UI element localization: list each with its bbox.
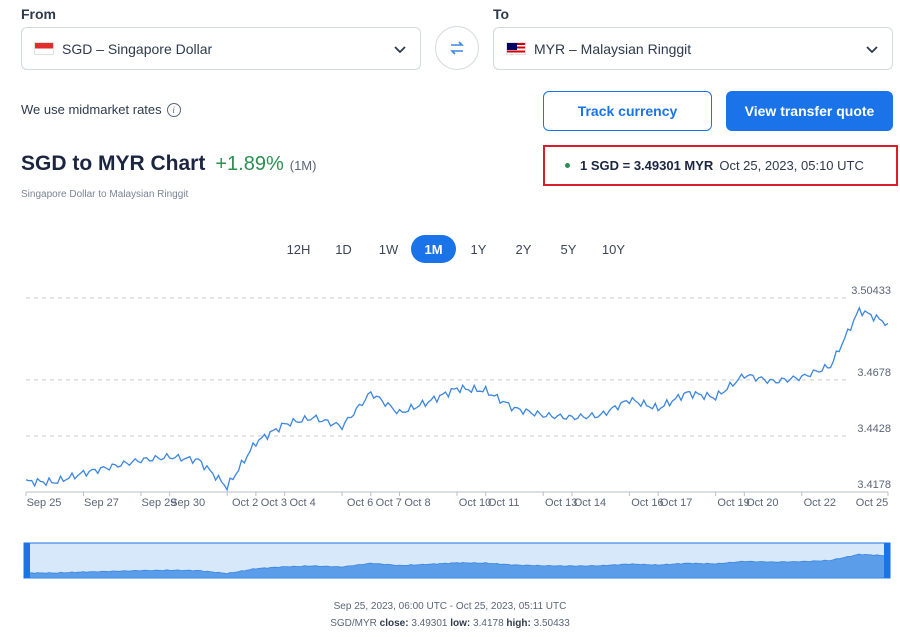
summary-pair: SGD/MYR: [330, 618, 377, 629]
x-tick-label: Oct 3: [261, 497, 287, 509]
x-tick-label: Oct 11: [488, 497, 520, 509]
y-tick-label: 3.4178: [857, 479, 891, 491]
midmarket-rates-note: We use midmarket rates i: [21, 102, 181, 117]
x-tick-label: Sep 29: [141, 497, 176, 509]
x-tick-label: Oct 7: [376, 497, 402, 509]
x-tick-label: Oct 8: [404, 497, 430, 509]
tab-5y[interactable]: 5Y: [560, 241, 577, 257]
tab-12h[interactable]: 12H: [286, 241, 311, 257]
x-tick-label: Sep 30: [170, 497, 205, 509]
live-status-dot-icon: [565, 163, 570, 168]
current-rate: 1 SGD = 3.49301 MYR: [580, 158, 714, 173]
y-tick-label: 3.4678: [857, 367, 891, 379]
rate-timestamp: Oct 25, 2023, 05:10 UTC: [719, 158, 864, 173]
y-tick-label: 3.50433: [851, 285, 891, 297]
tab-1y[interactable]: 1Y: [470, 241, 487, 257]
swap-arrows-icon: [450, 41, 464, 55]
y-tick-label: 3.4428: [857, 423, 891, 435]
x-tick-label: Oct 19: [717, 497, 749, 509]
x-tick-label: Sep 25: [27, 497, 62, 509]
track-currency-button[interactable]: Track currency: [543, 91, 712, 131]
period-tabs: 12H 1D 1W 1M 1Y 2Y 5Y 10Y: [276, 235, 636, 263]
to-currency-select[interactable]: MYR – Malaysian Ringgit: [493, 27, 893, 70]
x-tick-label: Oct 20: [746, 497, 778, 509]
x-tick-label: Oct 6: [347, 497, 373, 509]
chart-heading: SGD to MYR Chart +1.89% (1M): [21, 152, 316, 176]
navigator-left-handle: [24, 543, 30, 578]
chart-subtitle: Singapore Dollar to Malaysian Ringgit: [21, 189, 189, 200]
malaysia-flag-icon: [506, 42, 526, 55]
x-tick-label: Oct 25: [856, 497, 888, 509]
x-tick-label: Oct 16: [631, 497, 663, 509]
to-currency-value: MYR – Malaysian Ringgit: [534, 40, 692, 57]
summary-high: 3.50433: [533, 618, 570, 629]
x-tick-label: Oct 10: [459, 497, 491, 509]
singapore-flag-icon: [34, 42, 54, 55]
x-tick-label: Oct 13: [545, 497, 577, 509]
summary-low-label: low:: [450, 618, 471, 629]
summary-close-label: close:: [379, 618, 409, 629]
info-icon[interactable]: i: [166, 102, 181, 117]
to-label: To: [493, 6, 510, 22]
from-label: From: [21, 6, 56, 22]
chevron-down-icon: [394, 45, 406, 53]
chart-range: Sep 25, 2023, 06:00 UTC - Oct 25, 2023, …: [333, 601, 567, 612]
rate-chart: 3.4178 3.4428 3.4678 3.50433 Sep 25 Sep 27 Sep…: [23, 285, 891, 579]
tab-2y[interactable]: 2Y: [515, 241, 532, 257]
tab-1d[interactable]: 1D: [335, 241, 352, 257]
x-tick-label: Oct 22: [804, 497, 836, 509]
x-tick-label: Sep 27: [84, 497, 119, 509]
summary-close: 3.49301: [411, 618, 448, 629]
series-line: [25, 306, 889, 492]
tab-1w[interactable]: 1W: [378, 241, 399, 257]
x-tick-label: Oct 4: [289, 497, 315, 509]
percent-change: +1.89%: [215, 153, 284, 175]
current-rate-box: 1 SGD = 3.49301 MYR Oct 25, 2023, 05:10 …: [543, 145, 898, 186]
summary-low: 3.4178: [473, 618, 504, 629]
x-tick-label: Oct 14: [574, 497, 606, 509]
tab-10y[interactable]: 10Y: [601, 241, 626, 257]
x-tick-label: Oct 2: [232, 497, 258, 509]
navigator-right-handle: [884, 543, 890, 578]
x-tick-label: Oct 17: [660, 497, 692, 509]
tab-1m[interactable]: 1M: [411, 235, 456, 263]
chart-title: SGD to MYR Chart: [21, 152, 206, 175]
midmarket-rates-text: We use midmarket rates: [21, 102, 162, 117]
from-currency-select[interactable]: SGD – Singapore Dollar: [21, 27, 421, 70]
navigator-area: [25, 553, 889, 579]
from-currency-value: SGD – Singapore Dollar: [62, 40, 213, 57]
change-period: (1M): [289, 158, 317, 173]
chart-summary: SGD/MYR close: 3.49301 low: 3.4178 high:…: [0, 618, 900, 629]
swap-currencies-button[interactable]: [435, 26, 479, 70]
chevron-down-icon: [866, 45, 878, 53]
summary-high-label: high:: [506, 618, 531, 629]
view-transfer-quote-button[interactable]: View transfer quote: [726, 91, 893, 131]
